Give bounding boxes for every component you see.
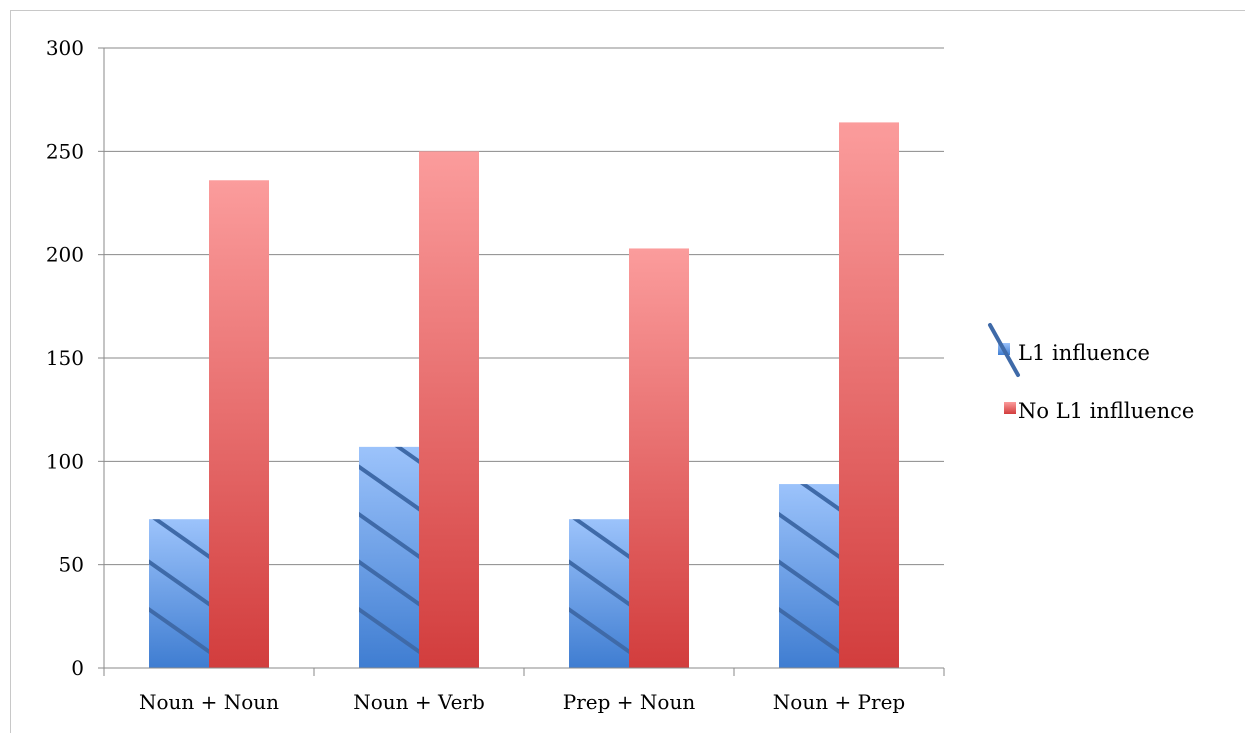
- hatch-line: [394, 446, 419, 464]
- hatch-line: [359, 464, 419, 512]
- y-tick-label: 150: [46, 346, 84, 370]
- legend: L1 influence No L1 inflluence: [988, 323, 1194, 423]
- hatch-line: [359, 559, 419, 607]
- gridlines: [104, 47, 944, 566]
- x-tick-label: Noun + Noun: [139, 690, 279, 714]
- hatch-line: [149, 559, 209, 607]
- bar-no-l1-influence: [629, 248, 689, 668]
- x-tick-label: Prep + Noun: [563, 690, 696, 714]
- bar-hatch: [777, 418, 841, 655]
- hatch-line: [779, 511, 839, 559]
- bar-no-l1-influence: [839, 122, 899, 668]
- hatch-line: [569, 606, 629, 655]
- bar-no-l1-influence: [209, 180, 269, 668]
- bar-no-l1-influence: [419, 151, 479, 669]
- y-tick-label: 0: [71, 656, 84, 680]
- legend-swatch-no-l1-influence: [1004, 402, 1016, 414]
- y-axis: 0 50 100 150 200 250 300: [46, 36, 105, 680]
- legend-hatch-l1-influence: [988, 323, 1020, 377]
- hatch-line: [779, 606, 839, 655]
- hatch-line: [777, 418, 841, 463]
- y-tick-label: 100: [46, 449, 84, 473]
- hatch-line: [147, 465, 211, 510]
- legend-item-no-l1-influence: No L1 inflluence: [1004, 399, 1194, 423]
- x-axis: Noun + Noun Noun + Verb Prep + Noun Noun + …: [103, 667, 945, 714]
- bar-hatch: [567, 465, 631, 655]
- hatch-line: [779, 559, 839, 607]
- hatch-line: [359, 511, 419, 559]
- hatch-line: [357, 370, 421, 415]
- hatch-line: [567, 465, 631, 510]
- x-tick-label: Noun + Verb: [353, 690, 485, 714]
- hatch-line: [359, 606, 419, 655]
- hatch-line: [152, 519, 209, 559]
- hatch-line: [149, 606, 209, 655]
- bar-hatch: [357, 370, 421, 655]
- y-tick-label: 50: [59, 553, 84, 577]
- y-tick-label: 250: [46, 139, 84, 163]
- hatch-line: [800, 484, 839, 512]
- bar-hatch: [147, 465, 211, 655]
- x-tick-label: Noun + Prep: [773, 690, 905, 714]
- legend-item-l1-influence: L1 influence: [988, 323, 1150, 377]
- bar-l1-influence: [359, 446, 419, 668]
- chart-frame: [10, 10, 1245, 733]
- y-tick-label: 200: [46, 243, 84, 267]
- legend-label-no-l1-influence: No L1 inflluence: [1018, 399, 1194, 423]
- bars-layer: [147, 122, 899, 669]
- hatch-line: [572, 519, 629, 559]
- bar-l1-influence: [779, 484, 839, 668]
- legend-label-l1-influence: L1 influence: [1018, 341, 1150, 365]
- y-tick-label: 300: [46, 36, 84, 60]
- hatch-line: [569, 559, 629, 607]
